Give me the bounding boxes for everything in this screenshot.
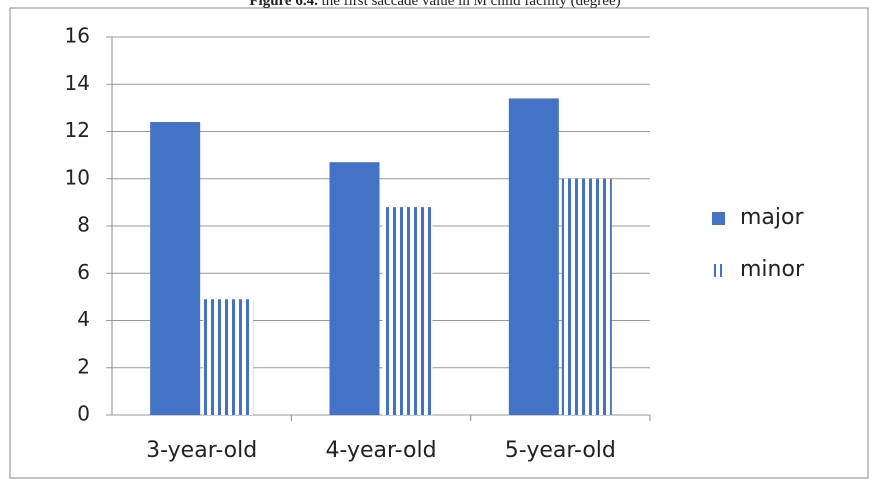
- bar: [203, 299, 254, 415]
- legend-label: minor: [740, 257, 805, 282]
- y-tick-label: 8: [77, 213, 90, 237]
- y-tick-label: 2: [77, 354, 90, 378]
- figure-label: Figure 6.4.: [249, 0, 318, 9]
- chart-title: Figure 6.4. the first saccade value in M…: [249, 0, 620, 9]
- y-tick-label: 12: [65, 118, 90, 142]
- y-tick-label: 16: [65, 24, 90, 48]
- bar: [150, 122, 201, 416]
- legend-swatch: [720, 264, 722, 277]
- y-tick-label: 6: [77, 260, 90, 284]
- bar: [329, 162, 380, 415]
- bar: [561, 178, 612, 415]
- bar: [382, 207, 433, 415]
- x-tick-label: 3-year-old: [146, 438, 257, 463]
- y-tick-label: 14: [65, 71, 90, 95]
- y-tick-label: 0: [77, 402, 90, 426]
- chart-frame: [9, 7, 869, 479]
- y-tick-label: 4: [77, 307, 90, 331]
- y-tick-label: 10: [65, 165, 90, 189]
- x-tick-label: 4-year-old: [325, 438, 436, 463]
- legend-swatch: [712, 212, 725, 225]
- bar: [508, 98, 559, 416]
- title-text: the first saccade value in M child facil…: [322, 0, 621, 9]
- x-tick-label: 5-year-old: [505, 438, 616, 463]
- legend-swatch: [714, 264, 716, 277]
- legend-label: major: [740, 205, 804, 230]
